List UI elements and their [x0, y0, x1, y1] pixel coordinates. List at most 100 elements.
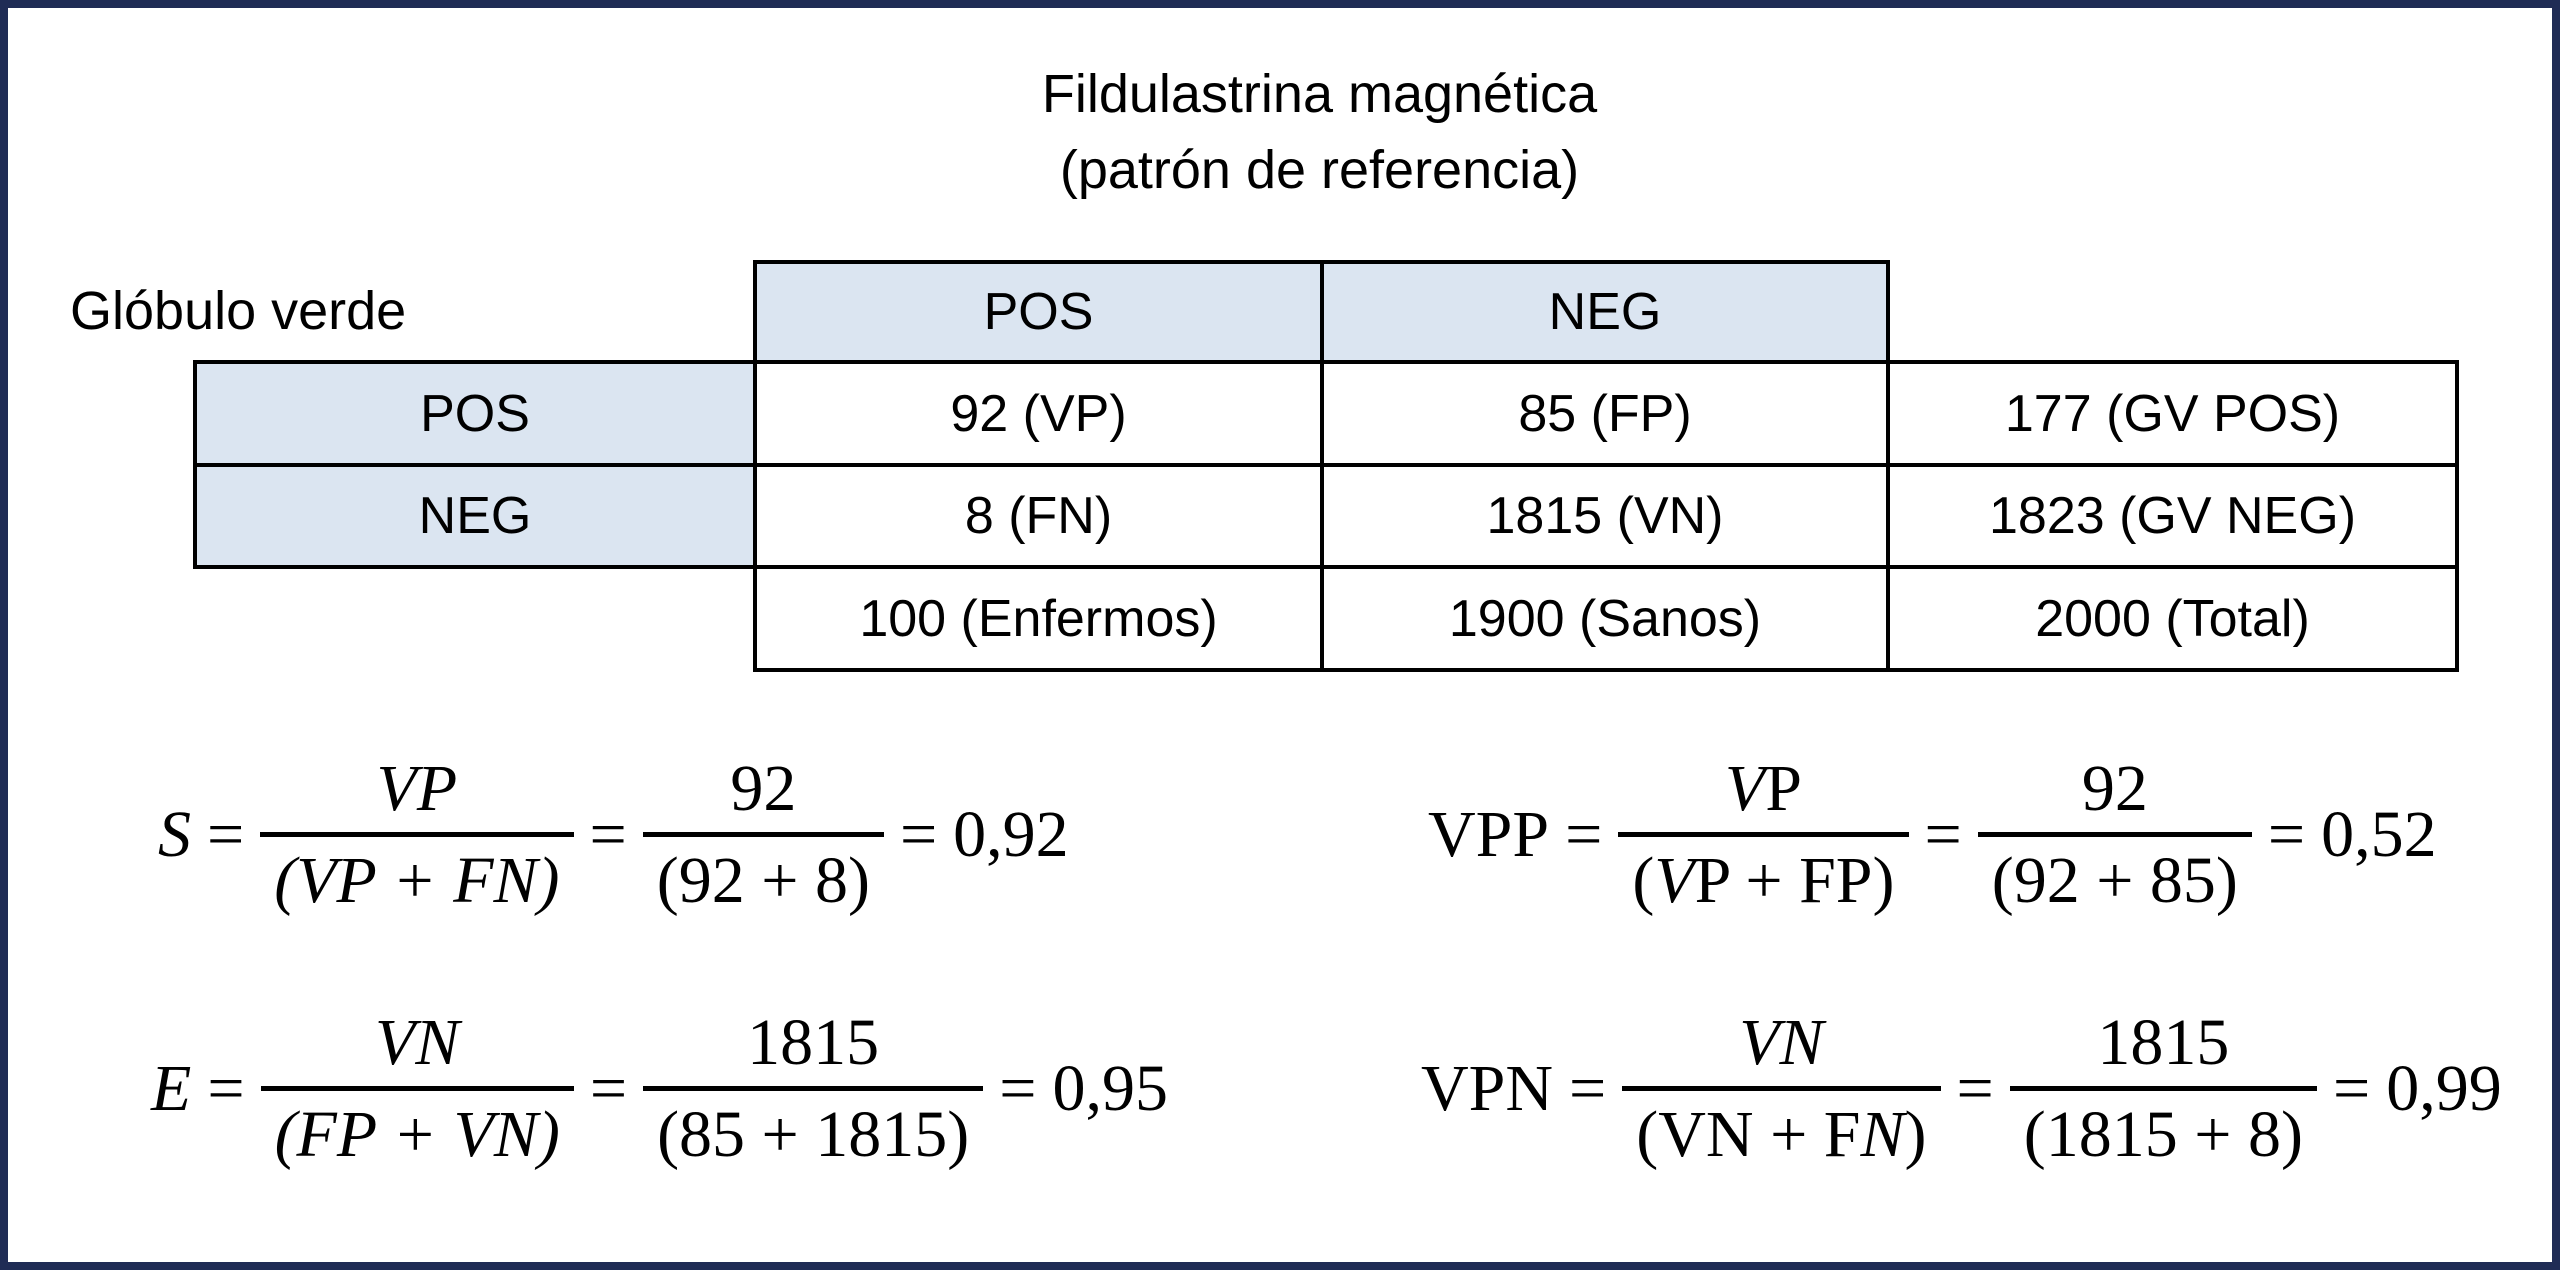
title-line2: (patrón de referencia) [1059, 140, 1580, 200]
equals-sign: = [589, 1051, 628, 1125]
equals-sign: = [589, 797, 627, 871]
cell-vp: 92 (VP) [753, 360, 1324, 467]
math-text: ( [1632, 844, 1655, 918]
fraction-numerator: 92 [2068, 754, 2162, 832]
formula-vpp: VPP = VP (VP + FP) = 92 (92 + 85) = 0,52 [1428, 754, 2437, 916]
cell-gv-pos: 177 (GV POS) [1886, 360, 2459, 467]
fraction: 1815 (85 + 1815) [643, 1008, 984, 1170]
formula-lhs: VPP [1428, 797, 1549, 873]
corner-top-right [1888, 262, 2457, 362]
math-text: (92 + 85) [1991, 844, 2238, 918]
row-header-neg: NEG [193, 463, 757, 569]
fraction-bar [1977, 832, 2252, 838]
equals-sign: = [1956, 1051, 1994, 1125]
cell-gv-neg: 1823 (GV NEG) [1886, 463, 2459, 569]
fraction-bar [1618, 832, 1909, 838]
math-text: VPN [1421, 1051, 1554, 1125]
fraction: VN (VN + FN) [1622, 1008, 1941, 1170]
fraction-bar [643, 1086, 984, 1092]
cell-sanos: 1900 (Sanos) [1320, 565, 1890, 672]
math-text: (FP + VN) [274, 1098, 560, 1172]
equals-sign: = [1569, 1051, 1607, 1125]
fraction-numerator: VN [1725, 1008, 1837, 1086]
formula-vpn: VPN = VN (VN + FN) = 1815 (1815 + 8) = 0,99 [1421, 1008, 2502, 1170]
equals-sign: = [2332, 1051, 2371, 1125]
fraction-denominator: (1815 + 8) [2010, 1091, 2317, 1169]
math-text: 92 [730, 752, 797, 825]
math-text: V [1654, 844, 1695, 918]
corner-bottom-left [195, 567, 755, 670]
formula-lhs: VPN [1421, 1051, 1553, 1127]
formula-result: 0,52 [2321, 797, 2437, 871]
math-text: (85 + 1815) [657, 1098, 970, 1172]
fraction-numerator: 1815 [733, 1008, 893, 1086]
fraction-numerator: VN [361, 1008, 473, 1086]
math-text: VN [1739, 1006, 1824, 1079]
equals-sign: = [1565, 797, 1603, 871]
fraction: 1815 (1815 + 8) [2009, 1008, 2317, 1170]
corner-top-left [195, 262, 755, 362]
fraction-numerator: VP [363, 754, 472, 832]
fraction-bar [260, 832, 574, 838]
confusion-matrix-table: POS NEG POS 92 (VP) 85 (FP) 177 (GV POS)… [193, 260, 2459, 672]
math-text: E [151, 1051, 192, 1125]
fraction: 92 (92 + 85) [1977, 754, 2252, 916]
math-text: P [1765, 752, 1802, 825]
col-header-pos: POS [753, 260, 1324, 364]
math-text: S [158, 797, 191, 871]
math-text: VN [375, 1006, 460, 1079]
equals-sign: = [207, 797, 245, 871]
fraction-numerator: VP [1711, 754, 1816, 832]
formula-result: 0,95 [1052, 1051, 1169, 1125]
formula-sensitivity: S = VP (VP + FN) = 92 (92 + 8) = 0,92 [158, 754, 1069, 916]
fraction-denominator: (92 + 85) [1978, 837, 2252, 915]
fraction-denominator: (85 + 1815) [643, 1091, 983, 1169]
math-text: V [1724, 752, 1766, 825]
fraction-denominator: (VN + FN) [1622, 1091, 1940, 1169]
fraction-bar [642, 832, 884, 838]
math-text: VPP [1428, 797, 1550, 871]
fraction-denominator: (92 + 8) [643, 837, 884, 915]
cell-fp: 85 (FP) [1320, 360, 1890, 467]
math-text: 1815 [747, 1006, 880, 1079]
cell-enfermos: 100 (Enfermos) [753, 565, 1324, 672]
math-text: N [1860, 1098, 1905, 1172]
cell-total: 2000 (Total) [1886, 565, 2459, 672]
math-text: (92 + 8) [656, 844, 870, 918]
equals-sign: = [999, 1051, 1037, 1125]
fraction: VN (FP + VN) [260, 1008, 574, 1170]
row-axis-label: Glóbulo verde [70, 281, 407, 341]
math-text: P + FP) [1694, 844, 1895, 918]
equals-sign: = [899, 797, 938, 871]
formula-result: 0,92 [953, 797, 1069, 871]
cell-fn: 8 (FN) [753, 463, 1324, 569]
equals-sign: = [207, 1051, 245, 1125]
fraction-numerator: 92 [716, 754, 810, 832]
math-text: (VP + FN) [274, 844, 560, 918]
fraction-bar [1622, 1086, 1941, 1092]
fraction-bar [260, 1086, 574, 1092]
math-text: 92 [2081, 752, 2148, 825]
fraction: 92 (92 + 8) [642, 754, 884, 916]
math-text: ) [1904, 1098, 1927, 1172]
title-line1: Fildulastrina magnética [1041, 64, 1598, 124]
row-header-pos: POS [193, 360, 757, 467]
fraction-denominator: (VP + FP) [1618, 837, 1908, 915]
fraction-bar [2009, 1086, 2317, 1092]
fraction-denominator: (VP + FN) [260, 837, 573, 915]
math-text: (VN + F [1636, 1098, 1861, 1172]
formula-lhs: E [151, 1051, 191, 1127]
table-title: Fildulastrina magnética (patrón de refer… [753, 56, 1886, 208]
fraction: VP (VP + FN) [260, 754, 574, 916]
fraction-denominator: (FP + VN) [261, 1091, 574, 1169]
equals-sign: = [1924, 797, 1962, 871]
fraction-numerator: 1815 [2083, 1008, 2243, 1086]
formula-lhs: S [158, 797, 191, 873]
formula-result: 0,99 [2386, 1051, 2502, 1125]
math-text: 1815 [2097, 1006, 2230, 1079]
cell-vn: 1815 (VN) [1320, 463, 1890, 569]
formula-specificity: E = VN (FP + VN) = 1815 (85 + 1815) = 0,95 [151, 1008, 1168, 1170]
math-text: (1815 + 8) [2023, 1098, 2303, 1172]
equals-sign: = [2267, 797, 2306, 871]
